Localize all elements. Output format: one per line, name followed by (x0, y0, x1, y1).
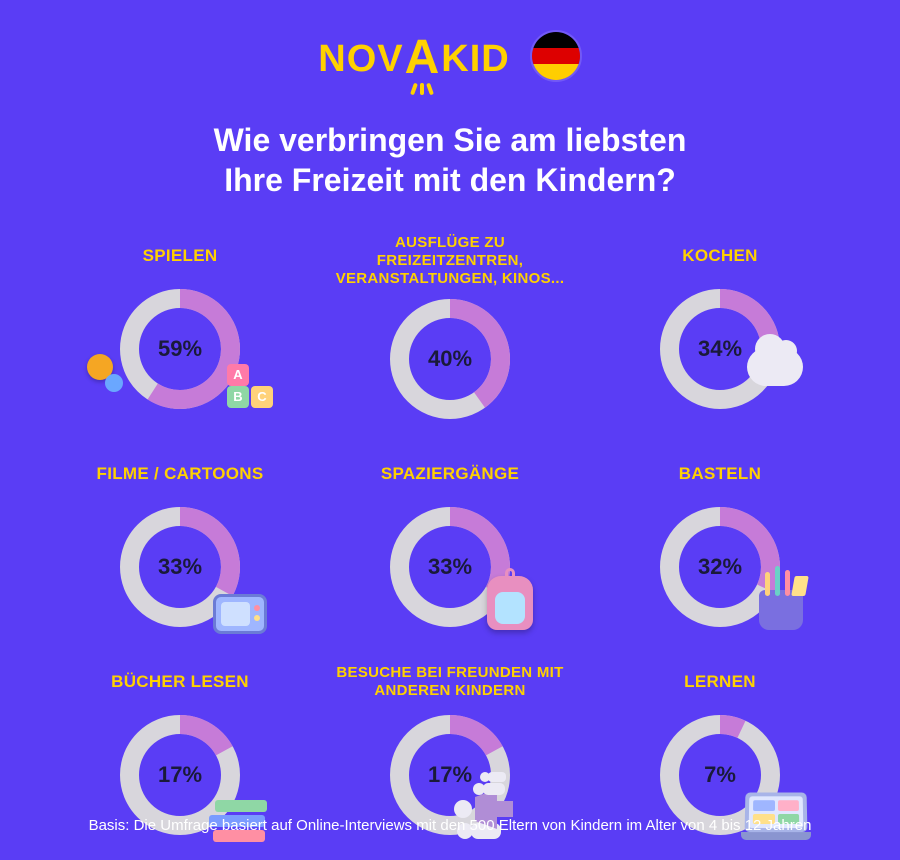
donut-cell: FILME / CARTOONS 33% (50, 452, 310, 632)
header: NOV A KID (0, 0, 900, 82)
donut-chart: 34% (655, 284, 785, 414)
donut-label: SPAZIERGÄNGE (377, 452, 523, 496)
flag-stripe (532, 48, 580, 64)
page-title: Wie verbringen Sie am liebsten Ihre Frei… (0, 120, 900, 200)
donut-cell: SPIELEN 59% A BC (50, 234, 310, 424)
donut-label: AUSFLÜGE ZU FREIZEITZENTREN, VERANSTALTU… (320, 234, 580, 288)
donut-percent: 34% (655, 284, 785, 414)
brand-text-right: KID (441, 38, 509, 81)
brand-accent-letter: A (405, 34, 441, 82)
donut-percent: 33% (115, 502, 245, 632)
germany-flag-icon (530, 30, 582, 82)
donut-chart: 40% (385, 294, 515, 424)
donut-label: KOCHEN (678, 234, 761, 278)
donut-cell: BESUCHE BEI FREUNDEN MIT ANDEREN KINDERN… (320, 660, 580, 840)
donut-label: FILME / CARTOONS (93, 452, 268, 496)
donut-label: LERNEN (680, 660, 760, 704)
donut-label: BESUCHE BEI FREUNDEN MIT ANDEREN KINDERN (320, 660, 580, 704)
donut-cell: AUSFLÜGE ZU FREIZEITZENTREN, VERANSTALTU… (320, 234, 580, 424)
footer-note: Basis: Die Umfrage basiert auf Online-In… (0, 815, 900, 836)
flag-stripe (532, 32, 580, 48)
donut-label: BASTELN (675, 452, 765, 496)
donut-cell: BÜCHER LESEN 17% (50, 660, 310, 840)
donut-cell: SPAZIERGÄNGE 33% (320, 452, 580, 632)
donut-label: BÜCHER LESEN (107, 660, 253, 704)
donut-cell: BASTELN 32% (590, 452, 850, 632)
donut-percent: 40% (385, 294, 515, 424)
brand-text-left: NOV (318, 38, 403, 81)
donut-chart: 32% (655, 502, 785, 632)
donut-percent: 33% (385, 502, 515, 632)
flag-stripe (532, 64, 580, 80)
donut-percent: 59% (115, 284, 245, 414)
donut-chart: 59% A BC (115, 284, 245, 414)
brand-logo: NOV A KID (318, 32, 509, 81)
donut-chart: 33% (385, 502, 515, 632)
donut-percent: 32% (655, 502, 785, 632)
brand-accent-wrap: A (405, 32, 441, 81)
donut-cell: KOCHEN 34% (590, 234, 850, 424)
title-line-1: Wie verbringen Sie am liebsten (214, 122, 687, 158)
title-line-2: Ihre Freizeit mit den Kindern? (224, 162, 676, 198)
brand-accent-icon (412, 83, 432, 95)
donut-chart: 33% (115, 502, 245, 632)
donut-grid: SPIELEN 59% A BC AUSFLÜGE (0, 200, 900, 840)
donut-cell: LERNEN 7% (590, 660, 850, 840)
donut-label: SPIELEN (139, 234, 222, 278)
